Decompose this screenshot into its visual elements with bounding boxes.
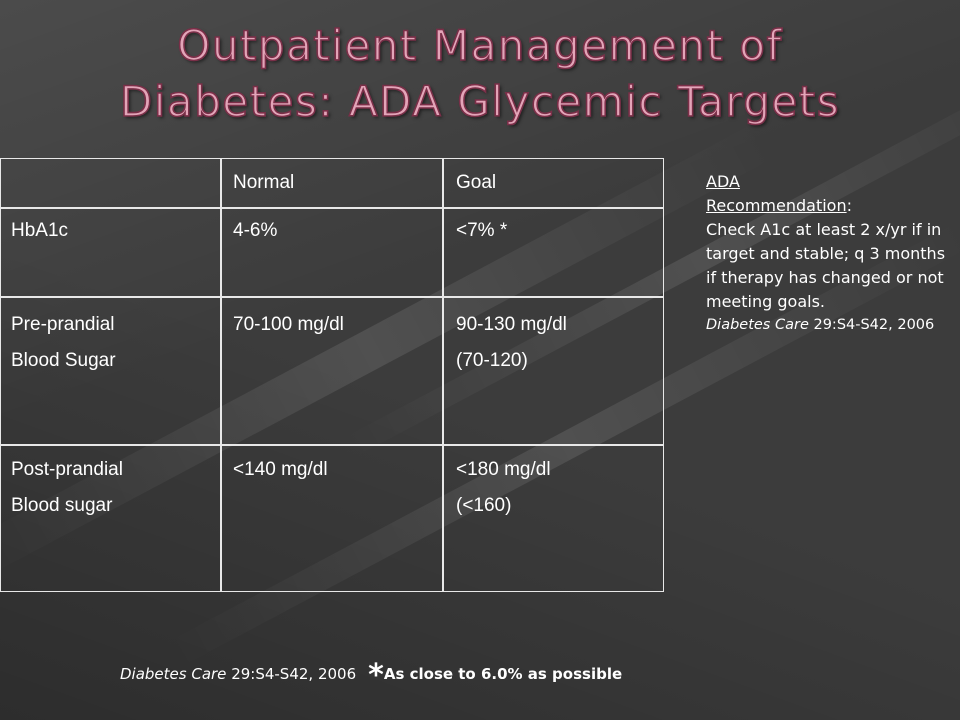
recommendation-citation-details: 29:S4-S42, 2006 bbox=[808, 317, 935, 333]
recommendation-citation-journal: Diabetes Care bbox=[706, 317, 809, 333]
title-line-1: Outpatient Management of bbox=[176, 20, 783, 71]
title-line-2: Diabetes: ADA Glycemic Targets bbox=[119, 76, 841, 127]
hba1c-normal-value: 4-6% bbox=[233, 220, 278, 241]
hba1c-goal-value: <7% * bbox=[456, 220, 508, 241]
footer-citation-journal: Diabetes Care bbox=[120, 665, 227, 683]
table-row-divider bbox=[1, 444, 663, 446]
table-row-divider bbox=[1, 296, 663, 298]
table-column-divider bbox=[442, 159, 444, 591]
recommendation-heading-underlined: Recommendation bbox=[706, 196, 847, 215]
row-label-hba1c: HbA1c bbox=[11, 220, 69, 241]
preprandial-normal-value: 70-100 mg/dl bbox=[233, 314, 344, 335]
row-label-postprandial-line2: Blood sugar bbox=[11, 495, 113, 516]
header-cell-goal: Goal bbox=[456, 172, 497, 193]
row-label-preprandial-line2: Blood Sugar bbox=[11, 350, 116, 371]
ada-recommendation-note: ADA Recommendation: Check A1c at least 2… bbox=[706, 170, 946, 336]
postprandial-goal-value-line1: <180 mg/dl bbox=[456, 459, 551, 480]
header-cell-normal: Normal bbox=[233, 172, 295, 193]
footer-asterisk: * bbox=[368, 658, 384, 693]
footer-note: As close to 6.0% as possible bbox=[383, 665, 623, 683]
recommendation-heading: ADA Recommendation: bbox=[706, 170, 946, 218]
postprandial-normal-value: <140 mg/dl bbox=[233, 459, 328, 480]
recommendation-heading-colon: : bbox=[846, 196, 852, 215]
slide-footer: Diabetes Care 29:S4-S42, 2006 *As close t… bbox=[120, 658, 622, 693]
preprandial-goal-value-line2: (70-120) bbox=[456, 350, 528, 371]
recommendation-heading-line1: ADA bbox=[706, 172, 740, 191]
postprandial-goal-value-line2: (<160) bbox=[456, 495, 512, 516]
footer-citation-details: 29:S4-S42, 2006 bbox=[226, 665, 357, 683]
row-label-preprandial-line1: Pre-prandial bbox=[11, 314, 115, 335]
preprandial-goal-value-line1: 90-130 mg/dl bbox=[456, 314, 567, 335]
glycemic-targets-table: Normal Goal HbA1c 4-6% <7% * Pre-prandia… bbox=[0, 158, 664, 592]
recommendation-citation: Diabetes Care 29:S4-S42, 2006 bbox=[706, 314, 946, 336]
row-label-postprandial-line1: Post-prandial bbox=[11, 459, 123, 480]
table-row-divider bbox=[1, 207, 663, 209]
footer-citation: Diabetes Care 29:S4-S42, 2006 bbox=[120, 665, 356, 683]
slide-title: Outpatient Management of Diabetes: ADA G… bbox=[0, 18, 960, 130]
recommendation-body: Check A1c at least 2 x/yr if in target a… bbox=[706, 220, 946, 311]
table-column-divider bbox=[220, 159, 222, 591]
